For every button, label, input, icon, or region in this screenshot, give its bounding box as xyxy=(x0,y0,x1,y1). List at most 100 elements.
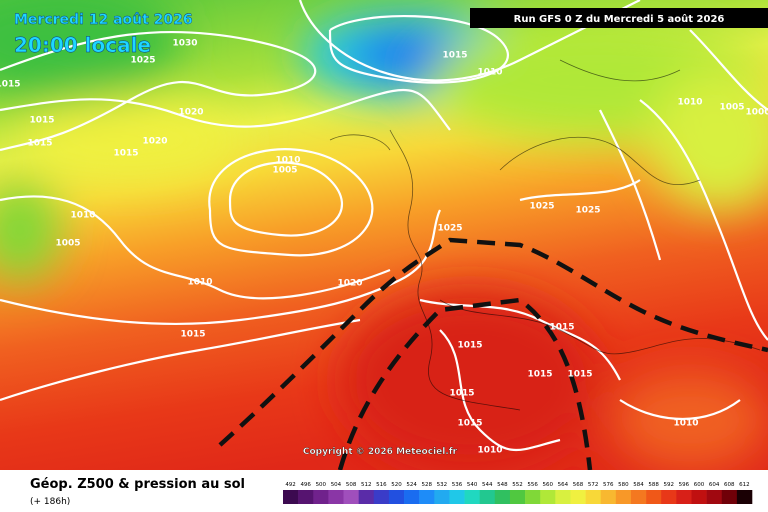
isobar-label: 1015 xyxy=(549,323,574,333)
isobar-label: 1015 xyxy=(0,80,21,90)
scale-label: 584 xyxy=(633,482,644,488)
scale-swatch xyxy=(540,490,556,504)
scale-label: 576 xyxy=(603,482,614,488)
scale-swatch xyxy=(313,490,329,504)
scale-swatch xyxy=(555,490,571,504)
scale-label: 512 xyxy=(361,482,372,488)
scale-swatch xyxy=(706,490,723,504)
scale-swatch xyxy=(615,490,632,504)
scale-label: 516 xyxy=(376,482,387,488)
scale-swatch xyxy=(419,490,435,504)
scale-swatch xyxy=(525,490,541,504)
scale-swatch xyxy=(494,490,511,504)
isobar-label: 1010 xyxy=(477,68,502,78)
isobar-labels: 1030102510151010101510101005100010201015… xyxy=(0,39,768,456)
scale-label: 552 xyxy=(512,482,523,488)
isobar-label: 1015 xyxy=(27,139,52,149)
scale-label: 592 xyxy=(664,482,675,488)
scale-label: 504 xyxy=(331,482,342,488)
isobar-label: 1025 xyxy=(437,224,462,234)
scale-label: 532 xyxy=(437,482,448,488)
scale-swatch xyxy=(298,490,314,504)
scale-label: 564 xyxy=(558,482,569,488)
scale-label: 568 xyxy=(573,482,584,488)
run-info: Run GFS 0 Z du Mercredi 5 août 2026 xyxy=(514,13,725,25)
isobar-label: 1020 xyxy=(337,279,362,289)
copyright: Copyright © 2026 Meteociel.fr xyxy=(303,447,458,457)
field-blobs xyxy=(0,0,768,470)
isobar-label: 1015 xyxy=(527,370,552,380)
scale-swatch xyxy=(449,490,465,504)
scale-label: 596 xyxy=(679,482,690,488)
isobar-label: 1025 xyxy=(529,202,554,212)
scale-swatch xyxy=(676,490,692,504)
isobar-label: 1005 xyxy=(272,166,297,176)
isobar-label: 1015 xyxy=(180,330,205,340)
scale-label: 608 xyxy=(724,482,735,488)
scale-swatch xyxy=(736,490,753,504)
scale-swatch xyxy=(434,490,450,504)
forecast-date: Mercredi 12 août 2026 xyxy=(14,12,193,28)
scale-label: 572 xyxy=(588,482,599,488)
scale-label: 544 xyxy=(482,482,493,488)
scale-label: 536 xyxy=(452,482,463,488)
scale-swatch xyxy=(570,490,586,504)
scale-label: 612 xyxy=(739,482,750,488)
scale-label: 560 xyxy=(543,482,554,488)
coastlines xyxy=(329,59,761,411)
isobar-label: 1015 xyxy=(567,370,592,380)
isobar-label: 1020 xyxy=(178,108,203,118)
footer-title: Géop. Z500 & pression au sol xyxy=(30,477,245,492)
color-scale: 492 496 500 504 508 512 516 520 524 528 532 536 540 5… xyxy=(283,482,753,504)
isobar-label: 1000 xyxy=(745,108,768,118)
isobar-label: 1015 xyxy=(113,149,138,159)
scale-swatch xyxy=(479,490,496,504)
isobar-label: 1015 xyxy=(29,116,54,126)
scale-label: 492 xyxy=(285,482,296,488)
run-box xyxy=(470,8,768,28)
scale-swatch xyxy=(630,490,647,504)
scale-label: 524 xyxy=(406,482,417,488)
scale-label: 528 xyxy=(421,482,432,488)
scale-label: 588 xyxy=(648,482,659,488)
scale-swatch xyxy=(509,490,526,504)
trough-lines xyxy=(218,237,768,470)
scale-label: 556 xyxy=(527,482,538,488)
scale-label: 496 xyxy=(300,482,311,488)
isobar-label: 1025 xyxy=(130,56,155,66)
isobar-label: 1020 xyxy=(142,137,167,147)
scale-label: 540 xyxy=(467,482,478,488)
map: 1030102510151010101510101005100010201015… xyxy=(0,0,768,470)
scale-swatch xyxy=(691,490,707,504)
scale-swatch xyxy=(388,490,405,504)
scale-label: 548 xyxy=(497,482,508,488)
isobar-label: 1010 xyxy=(275,156,300,166)
isobar-label: 1015 xyxy=(457,419,482,429)
scale-swatch xyxy=(373,490,390,504)
scale-swatch xyxy=(661,490,677,504)
forecast-time: 20:00 locale xyxy=(14,33,151,57)
scale-swatch xyxy=(358,490,375,504)
isobar-label: 1030 xyxy=(172,39,197,49)
scale-label: 520 xyxy=(391,482,402,488)
isobar-label: 1005 xyxy=(719,103,744,113)
scale-swatch xyxy=(404,490,420,504)
scale-label: 580 xyxy=(618,482,629,488)
isobar-label: 1015 xyxy=(449,389,474,399)
scale-swatch xyxy=(328,490,344,504)
scale-swatch xyxy=(343,490,359,504)
isobar-label: 1010 xyxy=(477,446,502,456)
scale-swatch xyxy=(464,490,480,504)
scale-swatch xyxy=(721,490,738,504)
isobar-label: 1010 xyxy=(677,98,702,108)
scale-label: 500 xyxy=(316,482,327,488)
scale-swatch xyxy=(646,490,662,504)
scale-label: 604 xyxy=(709,482,720,488)
isobar-label: 1010 xyxy=(70,211,95,221)
isobar-label: 1005 xyxy=(55,239,80,249)
isobar-label: 1010 xyxy=(673,419,698,429)
isobar-label: 1025 xyxy=(575,206,600,216)
scale-swatch xyxy=(600,490,617,504)
scale-label: 600 xyxy=(694,482,705,488)
